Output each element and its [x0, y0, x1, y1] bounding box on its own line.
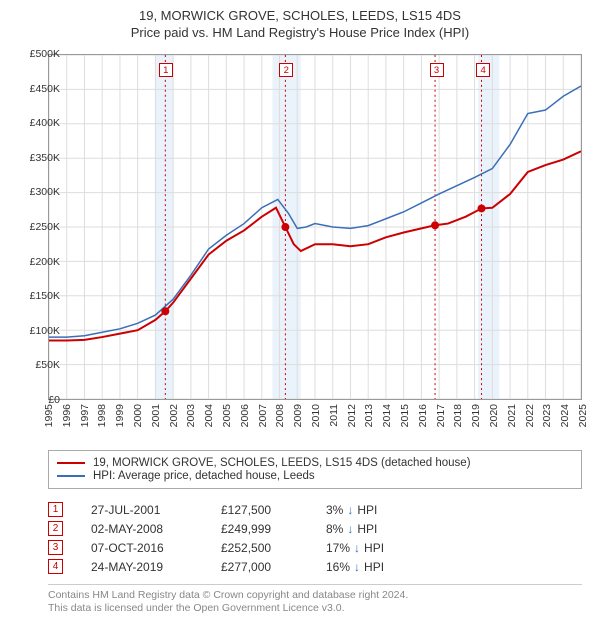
x-tick-label: 2003 — [185, 404, 197, 427]
x-tick-label: 1995 — [43, 404, 55, 427]
footer-line2: This data is licensed under the Open Gov… — [48, 602, 582, 616]
sales-table: 1 27-JUL-2001£127,5003% ↓ HPI 2 02-MAY-2008… — [48, 498, 582, 578]
x-tick-label: 1996 — [61, 404, 73, 427]
y-tick-label: £250K — [20, 221, 60, 233]
chart-titles: 19, MORWICK GROVE, SCHOLES, LEEDS, LS15 … — [0, 0, 600, 40]
legend-swatch — [57, 462, 85, 464]
x-tick-label: 2012 — [346, 404, 358, 427]
y-tick-label: £100K — [20, 325, 60, 337]
x-tick-label: 2019 — [470, 404, 482, 427]
title-subtitle: Price paid vs. HM Land Registry's House … — [0, 25, 600, 40]
x-tick-label: 1998 — [96, 404, 108, 427]
y-tick-label: £300K — [20, 186, 60, 198]
x-tick-label: 2011 — [328, 404, 340, 427]
y-tick-label: £500K — [20, 48, 60, 60]
x-tick-label: 2022 — [524, 404, 536, 427]
x-tick-label: 2014 — [381, 404, 393, 427]
sale-price: £127,500 — [221, 503, 326, 517]
y-tick-label: £400K — [20, 117, 60, 129]
sale-date: 02-MAY-2008 — [91, 522, 221, 536]
sale-row-4: 4 24-MAY-2019£277,00016% ↓ HPI — [48, 559, 582, 574]
x-tick-label: 1997 — [79, 404, 91, 427]
x-tick-label: 2010 — [310, 404, 322, 427]
x-tick-label: 2000 — [132, 404, 144, 427]
y-tick-label: £450K — [20, 83, 60, 95]
sale-diff: 3% ↓ HPI — [326, 503, 446, 517]
x-tick-label: 2017 — [435, 404, 447, 427]
y-tick-label: £50K — [20, 359, 60, 371]
sale-marker-box: 4 — [48, 559, 63, 574]
plot-area: 1 2 3 4 — [48, 54, 582, 400]
x-tick-label: 2001 — [150, 404, 162, 427]
sale-diff: 17% ↓ HPI — [326, 541, 446, 555]
x-tick-label: 2004 — [203, 404, 215, 427]
sale-row-3: 3 07-OCT-2016£252,50017% ↓ HPI — [48, 540, 582, 555]
sale-price: £252,500 — [221, 541, 326, 555]
x-tick-label: 2023 — [541, 404, 553, 427]
y-tick-label: £350K — [20, 152, 60, 164]
sale-diff: 8% ↓ HPI — [326, 522, 446, 536]
sale-marker-box: 1 — [48, 502, 63, 517]
x-tick-label: 2002 — [168, 404, 180, 427]
x-tick-label: 2008 — [274, 404, 286, 427]
x-tick-label: 2024 — [559, 404, 571, 427]
x-tick-label: 2007 — [257, 404, 269, 427]
sale-row-1: 1 27-JUL-2001£127,5003% ↓ HPI — [48, 502, 582, 517]
x-tick-label: 2013 — [363, 404, 375, 427]
sale-diff: 16% ↓ HPI — [326, 560, 446, 574]
legend-row: HPI: Average price, detached house, Leed… — [57, 470, 573, 482]
sale-marker-3: 3 — [430, 63, 444, 77]
legend-label: HPI: Average price, detached house, Leed… — [93, 470, 315, 482]
x-tick-label: 2006 — [239, 404, 251, 427]
x-tick-label: 2020 — [488, 404, 500, 427]
sale-row-2: 2 02-MAY-2008£249,9998% ↓ HPI — [48, 521, 582, 536]
x-tick-label: 2021 — [506, 404, 518, 427]
footer-line1: Contains HM Land Registry data © Crown c… — [48, 589, 582, 603]
legend-label: 19, MORWICK GROVE, SCHOLES, LEEDS, LS15 … — [93, 457, 471, 469]
x-tick-label: 1999 — [114, 404, 126, 427]
x-tick-label: 2009 — [292, 404, 304, 427]
x-tick-label: 2015 — [399, 404, 411, 427]
sale-price: £249,999 — [221, 522, 326, 536]
sale-date: 24-MAY-2019 — [91, 560, 221, 574]
y-tick-label: £150K — [20, 290, 60, 302]
legend-row: 19, MORWICK GROVE, SCHOLES, LEEDS, LS15 … — [57, 457, 573, 469]
plot-svg — [49, 55, 581, 399]
sale-marker-box: 2 — [48, 521, 63, 536]
x-tick-label: 2016 — [417, 404, 429, 427]
legend-swatch — [57, 475, 85, 477]
x-tick-label: 2005 — [221, 404, 233, 427]
legend: 19, MORWICK GROVE, SCHOLES, LEEDS, LS15 … — [48, 450, 582, 489]
sale-date: 07-OCT-2016 — [91, 541, 221, 555]
title-address: 19, MORWICK GROVE, SCHOLES, LEEDS, LS15 … — [0, 8, 600, 23]
sale-marker-box: 3 — [48, 540, 63, 555]
sale-marker-4: 4 — [476, 63, 490, 77]
y-tick-label: £200K — [20, 256, 60, 268]
chart-container: { "title_line1": "19, MORWICK GROVE, SCH… — [0, 0, 600, 620]
footer-attribution: Contains HM Land Registry data © Crown c… — [48, 584, 582, 616]
x-tick-label: 2018 — [452, 404, 464, 427]
x-tick-label: 2025 — [577, 404, 589, 427]
sale-date: 27-JUL-2001 — [91, 503, 221, 517]
sale-marker-1: 1 — [159, 63, 173, 77]
sale-marker-2: 2 — [279, 63, 293, 77]
sale-price: £277,000 — [221, 560, 326, 574]
